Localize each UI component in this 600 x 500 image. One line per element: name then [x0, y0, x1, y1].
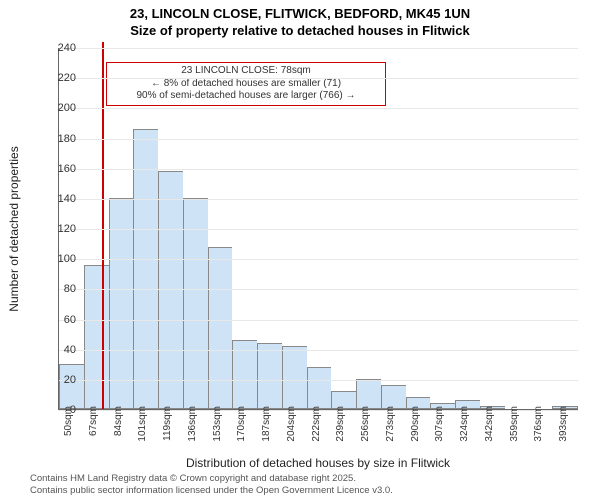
gridline — [59, 139, 578, 140]
y-tick-label: 20 — [46, 374, 76, 386]
x-tick-label: 393sqm — [558, 406, 569, 442]
x-tick-label: 204sqm — [286, 406, 297, 442]
footer-line-2: Contains public sector information licen… — [30, 485, 393, 496]
y-tick-label: 160 — [46, 163, 76, 175]
gridline — [59, 380, 578, 381]
x-tick-label: 170sqm — [236, 406, 247, 442]
gridline — [59, 320, 578, 321]
y-tick-label: 140 — [46, 193, 76, 205]
x-tick-label: 67sqm — [88, 406, 99, 436]
y-tick-label: 100 — [46, 253, 76, 265]
histogram-bar — [257, 343, 282, 409]
title-line-2: Size of property relative to detached ho… — [0, 23, 600, 40]
x-axis-label: Distribution of detached houses by size … — [186, 456, 450, 470]
x-tick-label: 376sqm — [533, 406, 544, 442]
histogram-bar — [183, 198, 208, 409]
x-tick-label: 239sqm — [335, 406, 346, 442]
x-tick-label: 342sqm — [484, 406, 495, 442]
x-tick-label: 101sqm — [137, 406, 148, 442]
y-tick-label: 240 — [46, 42, 76, 54]
x-tick-label: 136sqm — [187, 406, 198, 442]
y-tick-label: 60 — [46, 314, 76, 326]
x-tick-label: 153sqm — [212, 406, 223, 442]
histogram-bar — [109, 198, 134, 409]
gridline — [59, 48, 578, 49]
annotation-box: 23 LINCOLN CLOSE: 78sqm ← 8% of detached… — [106, 62, 386, 106]
y-tick-label: 40 — [46, 344, 76, 356]
x-tick-label: 84sqm — [113, 406, 124, 436]
annotation-line-3: 90% of semi-detached houses are larger (… — [111, 90, 381, 103]
histogram-bar — [282, 346, 307, 409]
footer-line-1: Contains HM Land Registry data © Crown c… — [30, 473, 393, 484]
y-tick-label: 80 — [46, 283, 76, 295]
y-tick-label: 0 — [46, 404, 76, 416]
gridline — [59, 108, 578, 109]
gridline — [59, 350, 578, 351]
y-tick-label: 180 — [46, 133, 76, 145]
x-tick-label: 324sqm — [459, 406, 470, 442]
title-line-1: 23, LINCOLN CLOSE, FLITWICK, BEDFORD, MK… — [0, 6, 600, 23]
x-tick-label: 290sqm — [410, 406, 421, 442]
histogram-bar — [59, 364, 84, 409]
y-tick-label: 200 — [46, 102, 76, 114]
attribution-footer: Contains HM Land Registry data © Crown c… — [30, 473, 393, 496]
gridline — [59, 78, 578, 79]
plot-area: 23 LINCOLN CLOSE: 78sqm ← 8% of detached… — [58, 48, 578, 410]
x-tick-label: 256sqm — [360, 406, 371, 442]
annotation-line-1: 23 LINCOLN CLOSE: 78sqm — [111, 65, 381, 78]
histogram-bar — [84, 265, 109, 409]
gridline — [59, 169, 578, 170]
y-axis-label: Number of detached properties — [7, 146, 21, 311]
annotation-line-2: ← 8% of detached houses are smaller (71) — [111, 78, 381, 91]
x-tick-label: 273sqm — [385, 406, 396, 442]
gridline — [59, 289, 578, 290]
gridline — [59, 229, 578, 230]
y-tick-label: 120 — [46, 223, 76, 235]
histogram-bar — [208, 247, 233, 409]
property-marker-line — [102, 42, 104, 409]
histogram-chart: Number of detached properties 23 LINCOLN… — [58, 48, 578, 410]
x-tick-label: 222sqm — [311, 406, 322, 442]
gridline — [59, 259, 578, 260]
histogram-bar — [133, 129, 158, 409]
x-tick-label: 187sqm — [261, 406, 272, 442]
x-tick-label: 119sqm — [162, 406, 173, 441]
histogram-bar — [356, 379, 381, 409]
x-tick-label: 307sqm — [434, 406, 445, 442]
y-tick-label: 220 — [46, 72, 76, 84]
histogram-bar — [307, 367, 332, 409]
chart-title: 23, LINCOLN CLOSE, FLITWICK, BEDFORD, MK… — [0, 0, 600, 40]
x-tick-label: 359sqm — [509, 406, 520, 442]
gridline — [59, 199, 578, 200]
